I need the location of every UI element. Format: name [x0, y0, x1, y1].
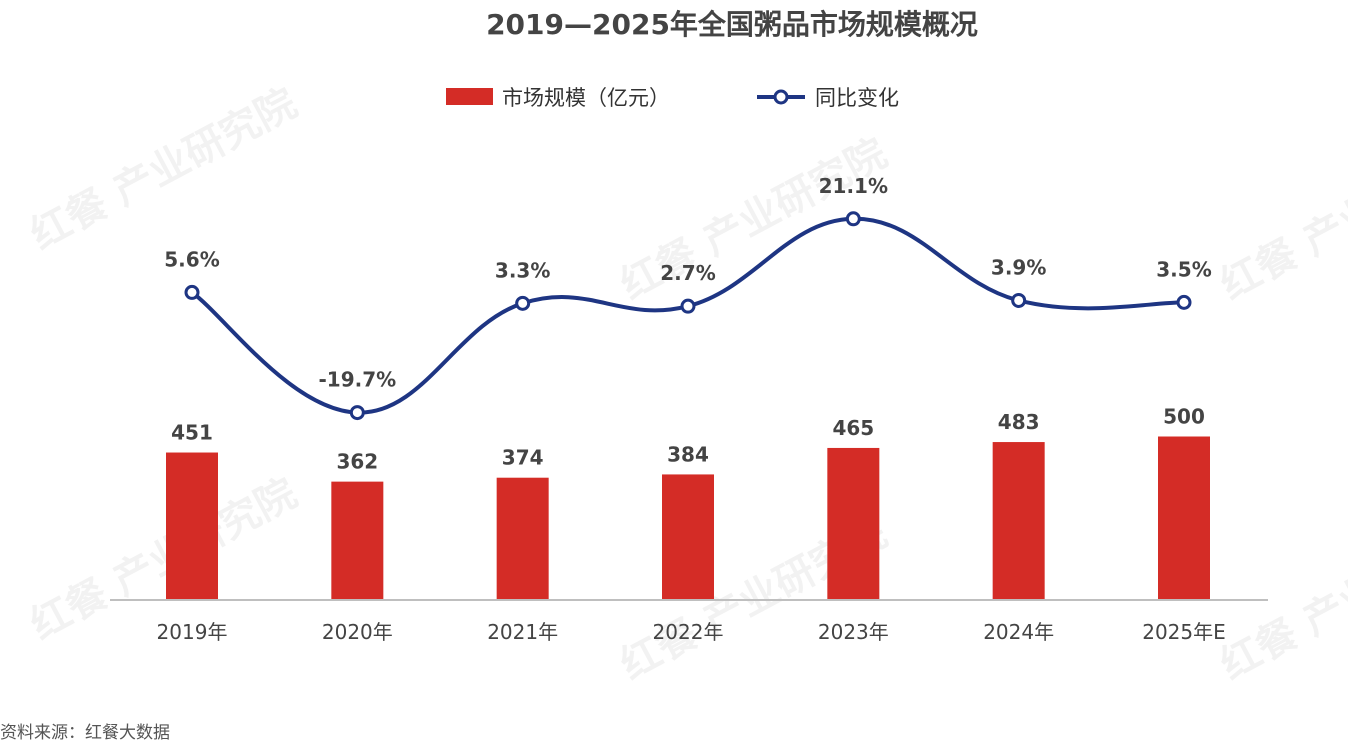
bar-value-label: 374	[502, 446, 544, 470]
watermark: 红餐 产业研究院	[23, 80, 304, 259]
line-value-label: 5.6%	[164, 247, 219, 271]
bar-value-label: 384	[667, 442, 709, 466]
bar	[827, 447, 880, 600]
bar-value-label: 362	[336, 450, 378, 474]
legend-item-line: 同比变化	[757, 86, 899, 110]
bar	[496, 477, 549, 600]
line-point	[1011, 292, 1027, 308]
x-tick-label: 2023年	[818, 620, 889, 644]
watermark: 红餐 产业研究院	[1213, 130, 1348, 309]
bar	[166, 452, 218, 600]
bar-value-label: 465	[832, 416, 874, 440]
bar-value-label: 451	[171, 421, 213, 445]
legend-bar-swatch	[446, 88, 493, 105]
x-tick-label: 2025年E	[1142, 620, 1226, 644]
legend-item-bar: 市场规模（亿元）	[446, 86, 670, 110]
line-value-label: -19.7%	[318, 368, 396, 392]
line-point	[349, 405, 365, 421]
legend-line-marker	[773, 89, 789, 105]
line-value-label: 3.5%	[1156, 257, 1211, 281]
legend-bar-label: 市场规模（亿元）	[502, 86, 670, 110]
bar	[1158, 436, 1210, 600]
x-tick-label: 2019年	[157, 620, 228, 644]
legend: 市场规模（亿元） 同比变化	[446, 86, 899, 110]
x-tick-label: 2022年	[653, 620, 724, 644]
bar-value-label: 483	[998, 410, 1040, 434]
line-point	[515, 295, 531, 311]
line-point	[845, 211, 861, 227]
line-value-label: 3.9%	[991, 255, 1046, 279]
bar-value-label: 500	[1163, 405, 1205, 429]
line-value-label: 21.1%	[819, 174, 888, 198]
x-tick-label: 2021年	[487, 620, 558, 644]
line-point	[1176, 294, 1192, 310]
bar	[331, 481, 384, 600]
bar	[992, 442, 1045, 600]
line-value-label: 3.3%	[495, 258, 550, 282]
line-point	[680, 298, 696, 314]
chart-title: 2019—2025年全国粥品市场规模概况	[486, 8, 978, 41]
bar	[662, 474, 714, 600]
x-tick-label: 2020年	[322, 620, 393, 644]
source-note: 资料来源：红餐大数据	[0, 723, 170, 743]
line-point	[184, 284, 200, 300]
plot-area: 451 362 374 384 465 483 500 2019年 2020年 2021年 2022…	[110, 174, 1268, 644]
legend-line-label: 同比变化	[815, 86, 899, 110]
line-value-label: 2.7%	[660, 261, 715, 285]
x-tick-label: 2024年	[983, 620, 1054, 644]
